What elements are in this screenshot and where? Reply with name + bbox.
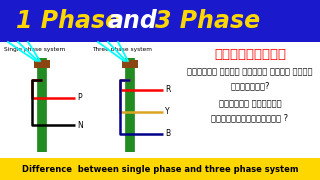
Text: 1 Phase: 1 Phase [16,9,121,33]
Text: ವ್ಯತ್ಯ್ನಸಗಳೇನು ?: ವ್ಯತ್ಯ್ನಸಗಳೇನು ? [212,114,289,123]
Text: Single phase system: Single phase system [4,46,65,51]
Text: R: R [165,86,170,94]
Text: Three phase system: Three phase system [92,46,152,51]
Text: 3 Phase: 3 Phase [155,9,260,33]
Text: Difference  between single phase and three phase system: Difference between single phase and thre… [22,165,298,174]
Text: and: and [108,9,158,33]
Bar [0,0,320,42]
Text: ಸಿಂಗಲ್ ಫೇಸ್ ಮತ್ತು ತ್ರೀ ಫೇಸ್: ಸಿಂಗಲ್ ಫೇಸ್ ಮತ್ತು ತ್ರೀ ಫೇಸ್ [187,68,313,76]
Text: B: B [165,129,170,138]
Bar [0,42,320,158]
Text: Y: Y [165,107,170,116]
Bar [122,60,138,68]
Text: N: N [77,120,83,129]
Text: ಇವೆರಡರ ನಡುವಿನ: ಇವೆರಡರ ನಡುವಿನ [219,100,281,109]
Text: P: P [77,93,82,102]
Text: ಎಂದರೇನು?: ಎಂದರೇನು? [230,82,270,91]
Text: ಕಂ಍ಡದಲ್ಲಿ: ಕಂ಍ಡದಲ್ಲಿ [214,48,286,60]
Bar [0,158,320,180]
Bar [34,60,50,68]
